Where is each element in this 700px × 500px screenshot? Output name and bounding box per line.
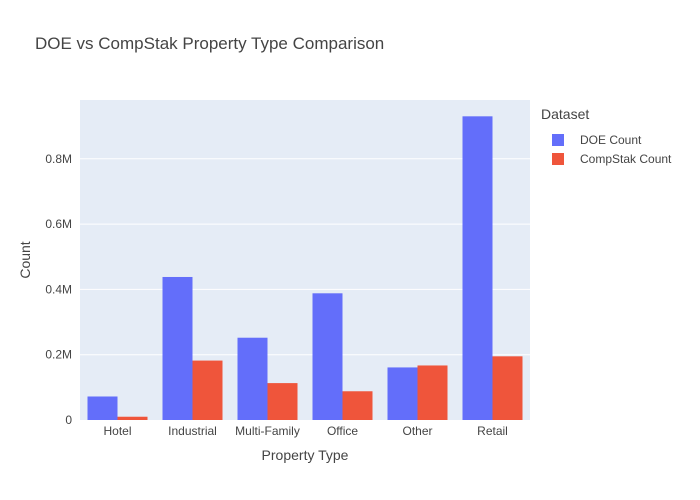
legend-swatch-doe — [552, 133, 564, 146]
legend[interactable]: Dataset DOE Count CompStak Count — [541, 106, 671, 168]
gridlines — [80, 158, 530, 356]
y-tick-label: 0.2M — [45, 348, 72, 362]
y-tick-label: 0.6M — [45, 217, 72, 231]
bar-other-doe[interactable] — [387, 367, 418, 420]
legend-item-compstak[interactable]: CompStak Count — [541, 149, 671, 168]
x-tick-label: Retail — [477, 424, 508, 438]
chart-title: DOE vs CompStak Property Type Comparison — [35, 34, 385, 53]
x-tick-label: Office — [327, 424, 358, 438]
x-tick-label: Hotel — [103, 424, 131, 438]
bar-multi-family-compstak[interactable] — [267, 383, 298, 420]
bar-multi-family-doe[interactable] — [237, 337, 268, 420]
x-tick-label: Industrial — [168, 424, 217, 438]
bar-office-doe[interactable] — [312, 293, 343, 420]
legend-item-doe[interactable]: DOE Count — [541, 130, 671, 149]
bar-hotel-compstak[interactable] — [117, 416, 148, 420]
y-tick-label: 0.4M — [45, 282, 72, 296]
bar-hotel-doe[interactable] — [87, 396, 118, 420]
x-tick-label: Other — [402, 424, 432, 438]
x-axis-ticks: Hotel Industrial Multi-Family Office Other Re… — [103, 424, 507, 438]
bar-industrial-doe[interactable] — [162, 276, 193, 420]
bar-office-compstak[interactable] — [342, 391, 373, 420]
bar-other-compstak[interactable] — [417, 365, 448, 420]
y-axis-ticks: 0 0.2M 0.4M 0.6M 0.8M — [45, 152, 72, 427]
legend-swatch-compstak — [552, 152, 564, 165]
y-axis-title: Count — [17, 241, 33, 278]
legend-title: Dataset — [541, 106, 590, 122]
x-axis-title: Property Type — [262, 447, 349, 463]
plot-area — [80, 100, 530, 420]
bar-industrial-compstak[interactable] — [192, 360, 223, 420]
y-tick-label: 0.8M — [45, 152, 72, 166]
y-tick-label: 0 — [65, 413, 72, 427]
legend-label-compstak: CompStak Count — [580, 151, 672, 166]
bars — [87, 116, 523, 420]
bar-retail-compstak[interactable] — [492, 356, 523, 420]
bar-retail-doe[interactable] — [462, 116, 493, 420]
x-tick-label: Multi-Family — [235, 424, 300, 438]
legend-label-doe: DOE Count — [580, 132, 642, 147]
